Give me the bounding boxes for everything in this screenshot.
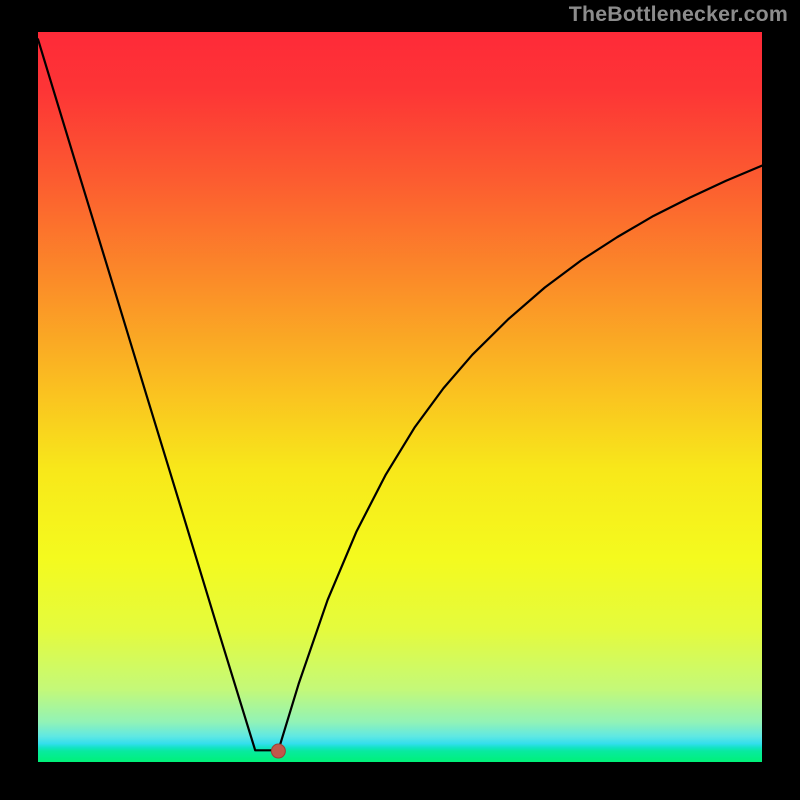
chart-frame: TheBottlenecker.com bbox=[0, 0, 800, 800]
bottleneck-chart bbox=[0, 0, 800, 800]
optimal-point-marker bbox=[271, 744, 285, 758]
watermark-text: TheBottlenecker.com bbox=[569, 2, 788, 27]
